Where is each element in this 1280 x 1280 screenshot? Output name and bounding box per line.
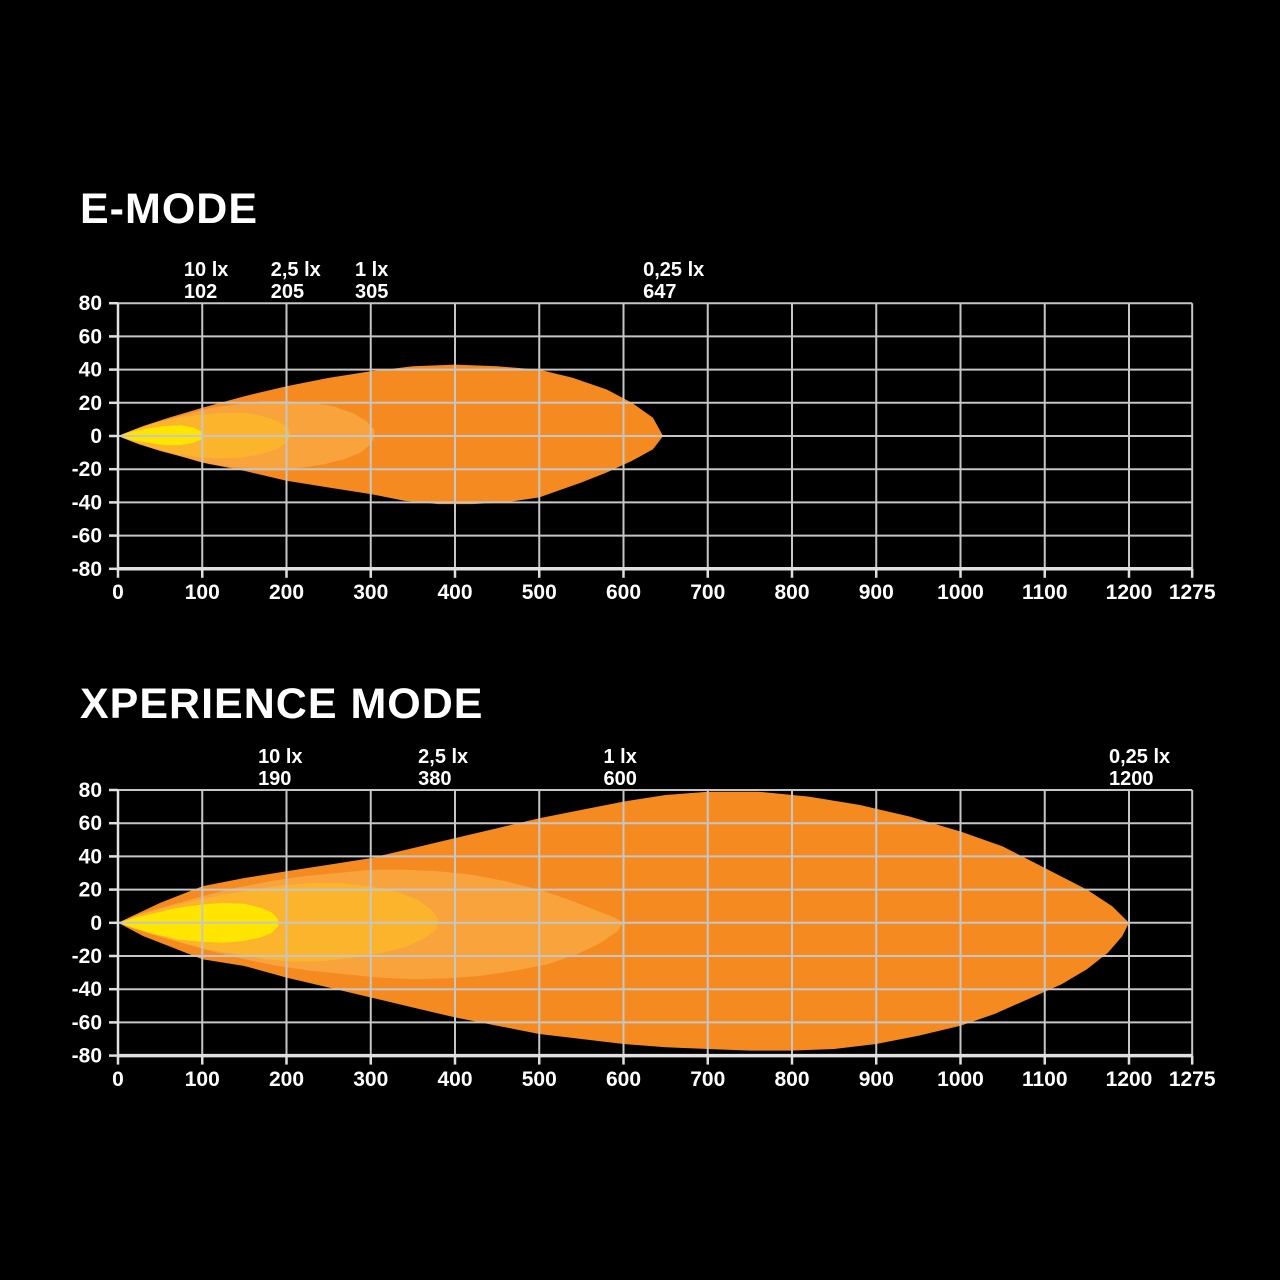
annotation-lux-level: 10 lx [184,259,228,281]
annotation-distance: 600 [604,768,637,790]
y-tick-label: -80 [72,558,102,581]
x-tick-label: 600 [606,1068,641,1091]
y-tick-label: 60 [79,812,102,835]
y-tick-label: -40 [72,491,102,514]
y-tick-label: -80 [72,1045,102,1068]
y-tick-label: 80 [79,779,102,802]
y-tick-label: -20 [72,945,102,968]
x-tick-label: 400 [437,581,472,604]
annotation-lux-level: 0,25 lx [1109,746,1170,768]
x-tick-label: 400 [437,1068,472,1091]
chart-xperience-mode: 0 100 200 300 400 500 600 700 800 900 1000 1100 1200… [72,746,1216,1091]
chart-title-e-mode: E-MODE [80,185,258,233]
x-tick-label: 900 [859,581,894,604]
x-tick-label: 0 [112,581,124,604]
y-tick-label: 0 [90,425,102,448]
x-tick-label: 1100 [1022,1068,1068,1091]
x-tick-label: 1200 [1106,581,1153,604]
annotation-distance: 205 [271,281,304,303]
y-tick-label: 20 [79,392,102,415]
x-tick-label: 800 [774,581,809,604]
x-tick-label: 1275 [1169,1068,1216,1091]
y-tick-label: 0 [90,912,102,935]
annotation-distance: 647 [643,281,676,303]
y-tick-label: -60 [72,525,102,548]
x-tick-label: 500 [522,1068,557,1091]
annotation-distance: 190 [258,768,291,790]
annotation-lux-level: 2,5 lx [271,259,321,281]
annotation-lux-level: 1 lx [604,746,637,768]
annotation-lux-level: 1 lx [355,259,388,281]
y-tick-label: 20 [79,879,102,902]
annotation-lux-level: 2,5 lx [418,746,468,768]
x-tick-label: 300 [353,581,388,604]
x-tick-label: 700 [690,581,725,604]
y-tick-label: 40 [79,845,102,868]
x-tick-label: 100 [185,581,220,604]
y-tick-label: -60 [72,1011,102,1034]
x-tick-label: 1200 [1106,1068,1153,1091]
x-tick-label: 1100 [1022,581,1068,604]
x-tick-label: 300 [353,1068,388,1091]
x-tick-label: 800 [774,1068,809,1091]
annotation-distance: 380 [418,768,451,790]
x-tick-label: 500 [522,581,557,604]
chart-title-xperience-mode: XPERIENCE MODE [80,680,484,728]
y-tick-label: 80 [79,292,102,315]
x-tick-label: 600 [606,581,641,604]
x-tick-label: 1000 [937,1068,984,1091]
y-tick-label: 40 [79,359,102,382]
x-tick-label: 1275 [1169,581,1216,604]
x-tick-label: 900 [859,1068,894,1091]
annotation-distance: 102 [184,281,217,303]
x-tick-label: 200 [269,1068,304,1091]
annotation-distance: 305 [355,281,388,303]
x-tick-label: 200 [269,581,304,604]
x-tick-label: 0 [112,1068,124,1091]
annotation-lux-level: 0,25 lx [643,259,704,281]
x-tick-label: 1000 [937,581,984,604]
annotation-distance: 1200 [1109,768,1154,790]
x-tick-label: 700 [690,1068,725,1091]
y-tick-label: -40 [72,978,102,1001]
y-tick-label: -20 [72,458,102,481]
x-tick-label: 100 [185,1068,220,1091]
chart-e-mode: 0 100 200 300 400 500 600 700 800 900 1000 1100 1200… [72,259,1216,604]
annotation-lux-level: 10 lx [258,746,302,768]
y-tick-label: 60 [79,325,102,348]
